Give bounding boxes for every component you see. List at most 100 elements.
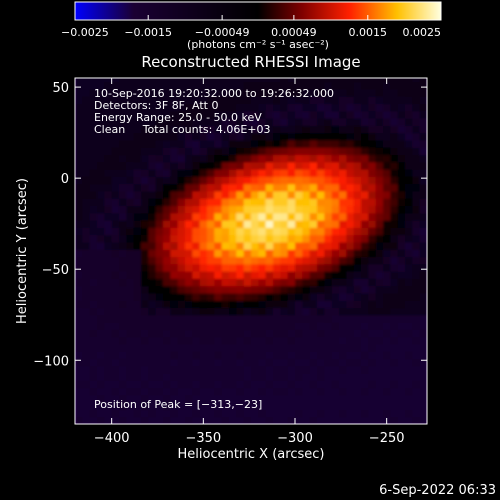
y-axis-label: Heliocentric Y (arcsec) xyxy=(15,178,30,324)
heatmap-cell xyxy=(273,336,281,345)
heatmap-cell xyxy=(148,278,157,287)
heatmap-cell xyxy=(397,81,406,90)
heatmap-cell xyxy=(383,220,391,228)
heatmap-cell xyxy=(89,336,98,345)
heatmap-cell xyxy=(265,118,274,126)
heatmap-cell xyxy=(265,132,274,141)
heatmap-cell xyxy=(141,263,149,272)
heatmap-cell xyxy=(185,271,193,279)
heatmap-cell xyxy=(133,234,142,243)
heatmap-cell xyxy=(405,285,413,294)
heatmap-cell xyxy=(214,300,223,309)
heatmap-cell xyxy=(163,125,171,134)
heatmap-cell xyxy=(75,125,83,134)
heatmap-cell xyxy=(353,205,362,214)
heatmap-cell xyxy=(258,161,267,170)
heatmap-cell xyxy=(412,125,421,134)
heatmap-cell xyxy=(97,176,105,185)
heatmap-cell xyxy=(309,96,318,105)
heatmap-cell xyxy=(324,409,333,418)
heatmap-cell xyxy=(383,110,391,119)
heatmap-cell xyxy=(405,132,413,141)
heatmap-cell xyxy=(368,322,377,330)
heatmap-cell xyxy=(229,176,237,185)
heatmap-cell xyxy=(133,292,142,301)
heatmap-cell xyxy=(199,103,208,112)
heatmap-cell xyxy=(280,380,289,389)
heatmap-cell xyxy=(229,380,237,389)
heatmap-cell xyxy=(375,78,384,83)
heatmap-cell xyxy=(82,190,91,199)
heatmap-cell xyxy=(89,227,98,236)
heatmap-cell xyxy=(229,343,237,352)
heatmap-cell xyxy=(104,256,113,265)
heatmap-cell xyxy=(141,161,149,170)
heatmap-cell xyxy=(207,300,215,309)
heatmap-cell xyxy=(317,278,325,287)
heatmap-cell xyxy=(368,263,377,272)
heatmap-cell xyxy=(346,147,355,156)
heatmap-cell xyxy=(383,351,391,360)
heatmap-cell xyxy=(221,125,230,134)
heatmap-cell xyxy=(383,402,391,411)
heatmap-cell xyxy=(243,220,252,228)
heatmap-cell xyxy=(170,183,179,192)
heatmap-cell xyxy=(75,271,83,279)
heatmap-cell xyxy=(331,263,340,272)
heatmap-cell xyxy=(163,314,171,323)
heatmap-cell xyxy=(185,183,193,192)
heatmap-cell xyxy=(148,198,157,207)
heatmap-cell xyxy=(258,271,267,279)
heatmap-cell xyxy=(331,227,340,236)
heatmap-cell xyxy=(346,343,355,352)
heatmap-cell xyxy=(368,118,377,126)
heatmap-cell xyxy=(346,88,355,97)
heatmap-cell xyxy=(419,125,427,134)
heatmap-cell xyxy=(287,176,296,185)
heatmap-cell xyxy=(229,263,237,272)
heatmap-cell xyxy=(214,154,223,163)
heatmap-cell xyxy=(368,380,377,389)
heatmap-cell xyxy=(273,409,281,418)
heatmap-cell xyxy=(317,154,325,163)
heatmap-cell xyxy=(177,380,186,389)
heatmap-cell xyxy=(207,198,215,207)
heatmap-cell xyxy=(390,154,399,163)
heatmap-cell xyxy=(141,118,149,126)
heatmap-cell xyxy=(104,139,113,148)
heatmap-cell xyxy=(89,271,98,279)
heatmap-cell xyxy=(82,300,91,309)
heatmap-cell xyxy=(251,307,259,316)
heatmap-cell xyxy=(397,373,406,381)
heatmap-cell xyxy=(75,329,83,338)
heatmap-cell xyxy=(89,147,98,156)
heatmap-cell xyxy=(361,271,369,279)
heatmap-cell xyxy=(295,110,303,119)
heatmap-cell xyxy=(126,220,135,228)
heatmap-cell xyxy=(251,198,259,207)
heatmap-cell xyxy=(148,358,157,367)
heatmap-cell xyxy=(185,205,193,214)
heatmap-cell xyxy=(302,132,311,141)
heatmap-cell xyxy=(119,336,127,345)
heatmap-cell xyxy=(346,380,355,389)
heatmap-cell xyxy=(317,220,325,228)
heatmap-cell xyxy=(236,343,245,352)
heatmap-cell xyxy=(353,263,362,272)
heatmap-cell xyxy=(375,198,384,207)
heatmap-cell xyxy=(163,176,171,185)
heatmap-cell xyxy=(317,314,325,323)
heatmap-cell xyxy=(302,118,311,126)
heatmap-cell xyxy=(280,249,289,258)
heatmap-cell xyxy=(229,387,237,396)
heatmap-cell xyxy=(177,139,186,148)
heatmap-cell xyxy=(339,285,347,294)
heatmap-cell xyxy=(419,271,427,279)
heatmap-cell xyxy=(258,190,267,199)
heatmap-cell xyxy=(397,351,406,360)
heatmap-cell xyxy=(221,220,230,228)
heatmap-cell xyxy=(214,285,223,294)
heatmap-cell xyxy=(177,169,186,177)
heatmap-cell xyxy=(405,169,413,177)
heatmap-cell xyxy=(177,358,186,367)
